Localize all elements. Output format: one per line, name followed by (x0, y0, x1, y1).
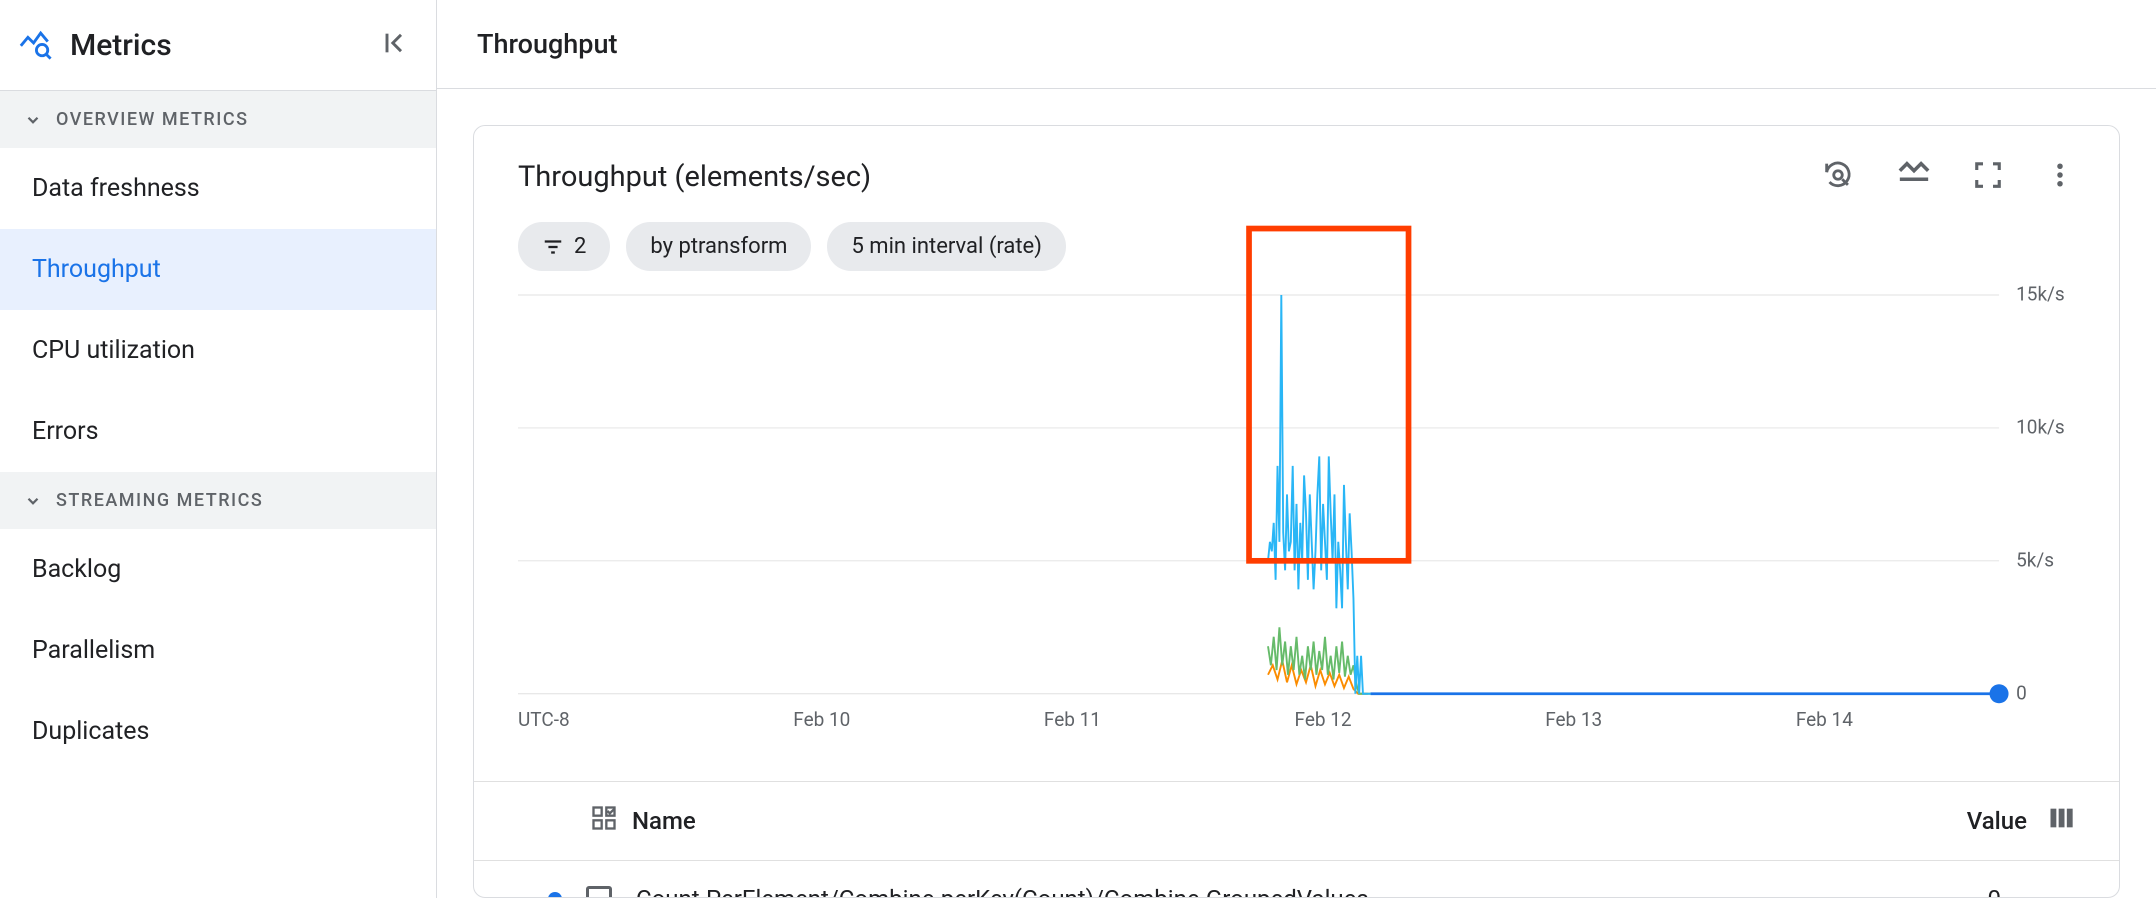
page-title: Throughput (437, 0, 2156, 89)
section-label: OVERVIEW METRICS (56, 109, 249, 130)
nav-item-parallelism[interactable]: Parallelism (0, 610, 436, 691)
chart-area[interactable]: 05k/s10k/s15k/sUTC-8Feb 10Feb 11Feb 12Fe… (518, 295, 2075, 751)
nav-item-errors[interactable]: Errors (0, 391, 436, 472)
row-checkbox[interactable] (586, 886, 612, 898)
svg-text:Feb 12: Feb 12 (1295, 708, 1352, 731)
sidebar: Metrics OVERVIEW METRICS Data freshnessTh… (0, 0, 437, 898)
collapse-sidebar-button[interactable] (380, 29, 408, 61)
svg-text:Feb 13: Feb 13 (1545, 708, 1602, 731)
chevron-down-icon (24, 492, 42, 510)
section-header[interactable]: STREAMING METRICS (0, 472, 436, 529)
svg-text:Feb 10: Feb 10 (793, 708, 850, 731)
table-header-row: Name Value (474, 781, 2119, 861)
filter-icon (542, 236, 564, 258)
legend-toggle-button[interactable] (1897, 158, 1931, 196)
reset-zoom-button[interactable] (1821, 158, 1855, 196)
svg-text:15k/s: 15k/s (2016, 283, 2065, 306)
th-value[interactable]: Value (1967, 807, 2027, 835)
metrics-icon (18, 26, 52, 64)
groupby-chip-label: by ptransform (650, 234, 787, 259)
interval-chip[interactable]: 5 min interval (rate) (827, 222, 1065, 271)
nav-item-cpu-utilization[interactable]: CPU utilization (0, 310, 436, 391)
nav-item-data-freshness[interactable]: Data freshness (0, 148, 436, 229)
groupby-chip[interactable]: by ptransform (626, 222, 811, 271)
series-legend-marker (518, 892, 562, 898)
row-value: 0 (1988, 885, 2002, 898)
svg-text:0: 0 (2016, 681, 2027, 704)
chart-title: Throughput (elements/sec) (518, 160, 871, 194)
table-row[interactable]: Count.PerElement/Combine.perKey(Count)/C… (474, 861, 2119, 898)
chart-card: Throughput (elements/sec) (473, 125, 2120, 898)
nav-item-backlog[interactable]: Backlog (0, 529, 436, 610)
interval-chip-label: 5 min interval (rate) (851, 234, 1041, 259)
section-header[interactable]: OVERVIEW METRICS (0, 91, 436, 148)
main-panel: Throughput Throughput (elements/sec) (437, 0, 2156, 898)
nav-item-duplicates[interactable]: Duplicates (0, 691, 436, 772)
more-options-button[interactable] (2045, 160, 2075, 194)
th-name[interactable]: Name (632, 807, 696, 835)
chevron-down-icon (24, 111, 42, 129)
filter-chip[interactable]: 2 (518, 222, 610, 271)
svg-text:10k/s: 10k/s (2016, 416, 2065, 439)
filter-chip-label: 2 (574, 234, 586, 259)
sidebar-header: Metrics (0, 0, 436, 91)
row-name: Count.PerElement/Combine.perKey(Count)/C… (636, 885, 1369, 898)
nav-item-throughput[interactable]: Throughput (0, 229, 436, 310)
svg-text:Feb 11: Feb 11 (1044, 708, 1101, 731)
columns-icon[interactable] (2047, 804, 2075, 838)
svg-text:UTC-8: UTC-8 (518, 708, 570, 731)
section-label: STREAMING METRICS (56, 490, 263, 511)
svg-text:5k/s: 5k/s (2016, 549, 2054, 572)
fullscreen-button[interactable] (1973, 160, 2003, 194)
sidebar-title: Metrics (70, 28, 172, 63)
svg-text:Feb 14: Feb 14 (1796, 708, 1853, 731)
view-mode-icon[interactable] (590, 804, 618, 838)
